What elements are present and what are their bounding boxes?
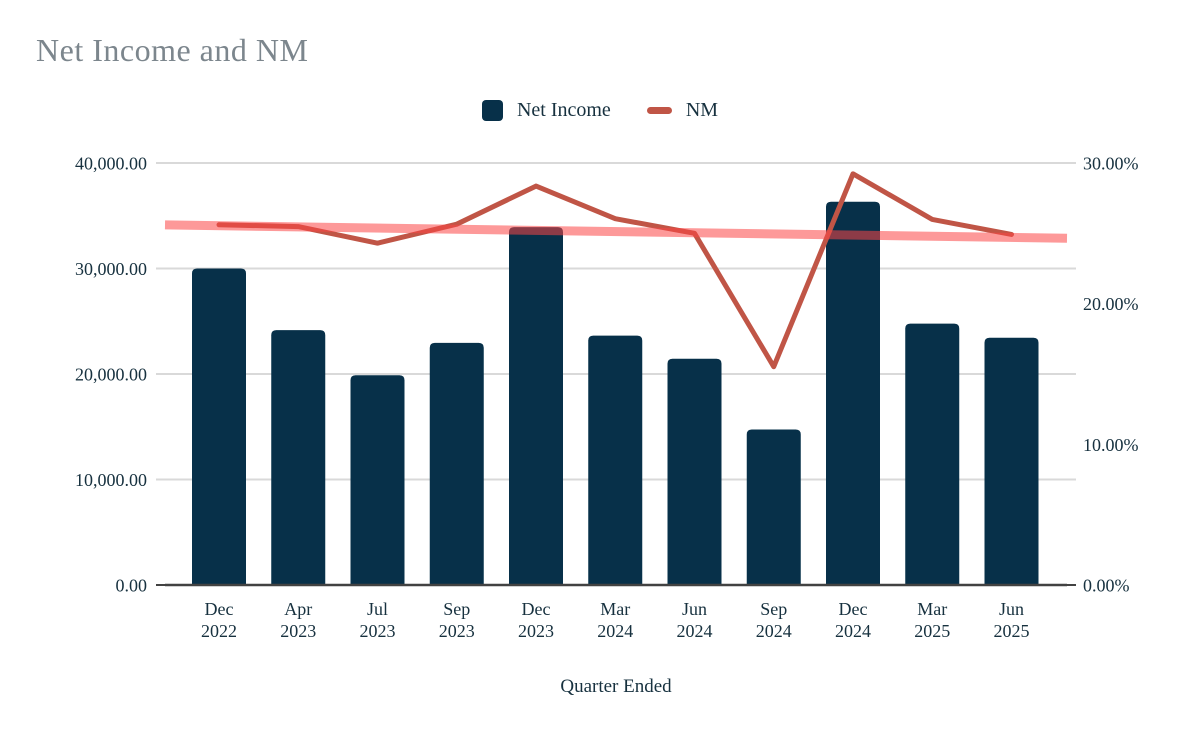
x-axis-label-dec-2023: Dec [522,599,551,619]
chart-title: Net Income and NM [36,32,309,68]
x-axis-label-mar-2024: 2024 [597,621,633,641]
legend-label-net-income: Net Income [516,99,611,121]
y-axis-label-left: 40,000.00 [75,154,147,174]
bar-mar-2025 [905,323,960,585]
bar-jul-2023 [350,375,405,585]
x-axis-label-sep-2023: 2023 [439,621,475,641]
legend: Net Income NM [0,99,1200,122]
nm-line [216,171,1014,370]
x-axis-label-dec-2024: Dec [839,599,868,619]
bar-jun-2025 [984,337,1039,585]
x-axis-label-sep-2024: 2024 [756,621,792,641]
bar-dec-2024 [826,201,880,585]
x-axis-label-apr-2023: Apr [284,599,312,619]
bar-dec-2022 [192,268,246,585]
nm-dash-swatch-icon [646,107,672,114]
x-axis-label-jun-2025: Jun [999,599,1024,619]
net-income-square-swatch-icon [481,100,503,121]
x-axis-label-jul-2023: Jul [367,599,388,619]
bar-apr-2023 [271,330,326,585]
x-axis-label-dec-2023: 2023 [518,621,554,641]
bar-mar-2024 [588,335,643,585]
x-axis-label-mar-2025: 2025 [914,621,950,641]
x-axis-label-jul-2023: 2023 [360,621,396,641]
y-axis-label-left: 10,000.00 [75,470,147,490]
x-axis-label-dec-2022: 2022 [201,621,237,641]
x-axis-label-jun-2024: Jun [682,599,707,619]
x-axis-label-jun-2024: 2024 [677,621,713,641]
y-axis-label-right: 30.00% [1083,154,1139,174]
y-axis-label-right: 0.00% [1083,576,1130,596]
legend-item-nm: NM [646,99,719,122]
legend-item-net-income: Net Income [481,99,611,122]
x-axis-label-mar-2024: Mar [600,599,630,619]
bar-dec-2023 [509,227,563,585]
y-axis-label-left: 20,000.00 [75,365,147,385]
x-axis-label-mar-2025: Mar [917,599,947,619]
bar-jun-2024 [667,358,722,585]
bar-sep-2024 [746,429,801,585]
bar-sep-2023 [429,342,484,585]
y-axis-label-right: 10.00% [1083,435,1139,455]
y-axis-label-left: 0.00 [116,576,148,596]
x-axis-label-dec-2022: Dec [205,599,234,619]
x-axis-label-sep-2023: Sep [443,599,470,619]
legend-label-nm: NM [685,99,719,121]
x-axis-label-apr-2023: 2023 [280,621,316,641]
y-axis-label-left: 30,000.00 [75,259,147,279]
nm-trendline [164,220,1068,243]
y-axis-label-right: 20.00% [1083,294,1139,314]
x-axis-label-dec-2024: 2024 [835,621,871,641]
x-axis-label-jun-2025: 2025 [994,621,1030,641]
x-axis-title: Quarter Ended [560,676,672,697]
x-axis-label-sep-2024: Sep [760,599,787,619]
